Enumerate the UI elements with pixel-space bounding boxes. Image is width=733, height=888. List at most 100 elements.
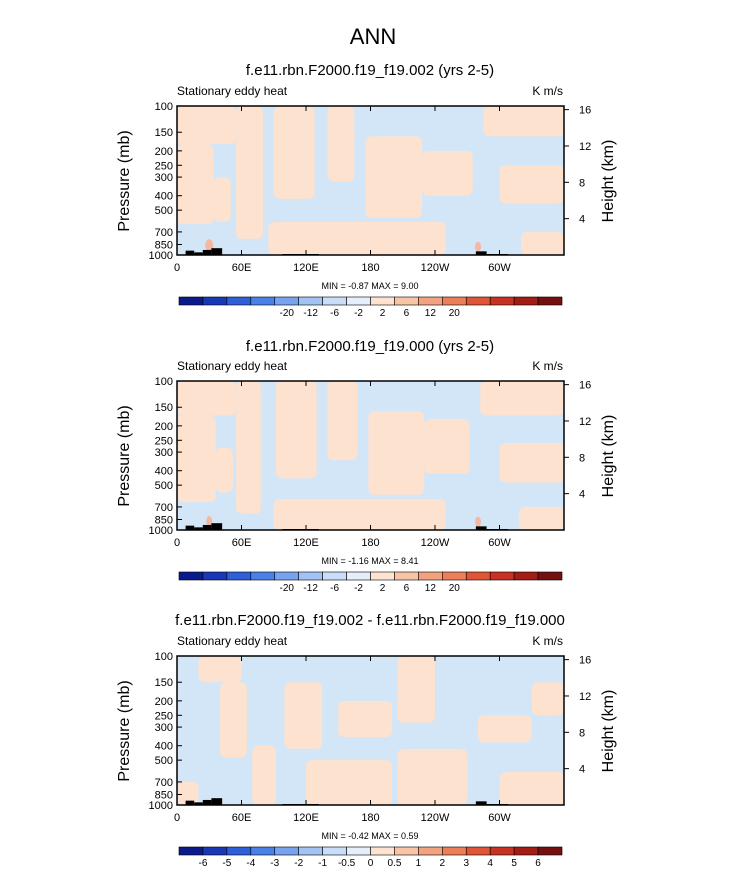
colorbar-segment	[394, 846, 419, 856]
panel-title: f.e11.rbn.F2000.f19_f19.002 - f.e11.rbn.…	[175, 612, 565, 629]
y-tick-label: 700	[155, 227, 173, 239]
colorbar-segment	[250, 296, 276, 306]
colorbar-segment	[250, 846, 276, 856]
y-axis-right-label: Height (km)	[600, 415, 617, 498]
colorbar-label: -12	[303, 308, 318, 319]
colorbar-segment	[537, 296, 563, 306]
positive-region	[215, 447, 233, 493]
colorbar-label: 2	[380, 583, 386, 594]
warm-spot	[206, 515, 213, 526]
y-tick-label: 500	[155, 755, 173, 767]
colorbar-label: -3	[270, 858, 279, 869]
y-tick-label: 300	[155, 172, 173, 184]
warm-spot	[475, 241, 481, 252]
min-max-stats: MIN = -0.87 MAX = 9.00	[321, 281, 418, 291]
right-tick-label: 16	[579, 380, 591, 392]
terrain-block	[194, 252, 203, 255]
right-tick-label: 8	[579, 452, 585, 464]
y-tick-label: 100	[155, 651, 173, 663]
positive-region	[275, 381, 317, 479]
positive-region	[327, 106, 355, 182]
positive-region	[177, 144, 214, 225]
panel-title: f.e11.rbn.F2000.f19_f19.002 (yrs 2-5)	[246, 62, 494, 79]
colorbar-segment	[226, 296, 252, 306]
x-tick-label: 120W	[421, 262, 450, 274]
y-tick-label: 700	[155, 502, 173, 514]
colorbar-segment	[298, 296, 323, 306]
x-tick-label: 60E	[232, 262, 252, 274]
positive-region	[499, 165, 564, 204]
colorbar-segment	[250, 571, 276, 581]
plot-area	[177, 656, 564, 805]
colorbar-segment	[226, 846, 252, 856]
y-tick-label: 1000	[149, 250, 173, 262]
positive-region	[397, 748, 468, 805]
terrain-block	[194, 802, 203, 805]
colorbar-label: 4	[487, 858, 493, 869]
colorbar-label: -6	[198, 858, 207, 869]
y-tick-label: 300	[155, 722, 173, 734]
x-tick-label: 60W	[488, 812, 511, 824]
colorbar-segment	[465, 296, 491, 306]
y-tick-label: 1000	[149, 800, 173, 812]
colorbar-segment	[322, 846, 347, 856]
colorbar-label: 12	[425, 583, 437, 594]
positive-region	[177, 781, 199, 805]
y-tick-label: 300	[155, 447, 173, 459]
terrain-block	[475, 801, 487, 805]
terrain-block	[475, 526, 487, 530]
colorbar-label: -4	[246, 858, 255, 869]
y-tick-label: 150	[155, 127, 173, 139]
colorbar-label: -2	[354, 308, 363, 319]
positive-region	[252, 745, 276, 805]
y-tick-label: 100	[155, 376, 173, 388]
x-tick-label: 60E	[232, 537, 252, 549]
colorbar-segment	[370, 571, 395, 581]
terrain-block	[202, 249, 212, 255]
y-tick-label: 200	[155, 421, 173, 433]
colorbar-label: 6	[535, 858, 541, 869]
colorbar-segment	[489, 846, 515, 856]
terrain-block	[194, 527, 203, 530]
colorbar-segment	[178, 571, 204, 581]
y-axis-right-label: Height (km)	[600, 140, 617, 223]
positive-region	[483, 106, 564, 137]
positive-region	[521, 231, 564, 255]
positive-region	[478, 715, 532, 743]
right-tick-label: 16	[579, 655, 591, 667]
colorbar-segment	[322, 296, 347, 306]
y-tick-label: 400	[155, 466, 173, 478]
positive-region	[273, 499, 446, 530]
x-tick-label: 0	[174, 537, 180, 549]
y-tick-label: 1000	[149, 525, 173, 537]
colorbar-segment	[465, 571, 491, 581]
y-axis-label: Pressure (mb)	[116, 405, 133, 506]
colorbar-label: -6	[330, 308, 339, 319]
colorbar-segment	[178, 296, 204, 306]
x-tick-label: 60W	[488, 262, 511, 274]
colorbar-label: -12	[303, 583, 318, 594]
colorbar-label: 0	[368, 858, 374, 869]
colorbar-segment	[489, 571, 515, 581]
terrain-block	[185, 250, 195, 255]
terrain-block	[211, 798, 223, 805]
colorbar-label: 5	[511, 858, 517, 869]
x-tick-label: 120E	[293, 537, 319, 549]
x-tick-label: 180	[361, 262, 379, 274]
positive-region	[424, 419, 470, 474]
y-tick-label: 200	[155, 696, 173, 708]
positive-region	[480, 381, 564, 416]
colorbar-label: -2	[294, 858, 303, 869]
colorbar-segment	[274, 296, 299, 306]
y-tick-label: 150	[155, 402, 173, 414]
y-tick-label: 500	[155, 205, 173, 217]
x-tick-label: 180	[361, 537, 379, 549]
colorbar-segment	[202, 296, 228, 306]
panel-left-label: Stationary eddy heat	[177, 84, 288, 98]
colorbar-segment	[370, 846, 395, 856]
right-tick-label: 4	[579, 489, 585, 501]
right-tick-label: 12	[579, 141, 591, 153]
right-tick-label: 12	[579, 691, 591, 703]
y-tick-label: 700	[155, 777, 173, 789]
